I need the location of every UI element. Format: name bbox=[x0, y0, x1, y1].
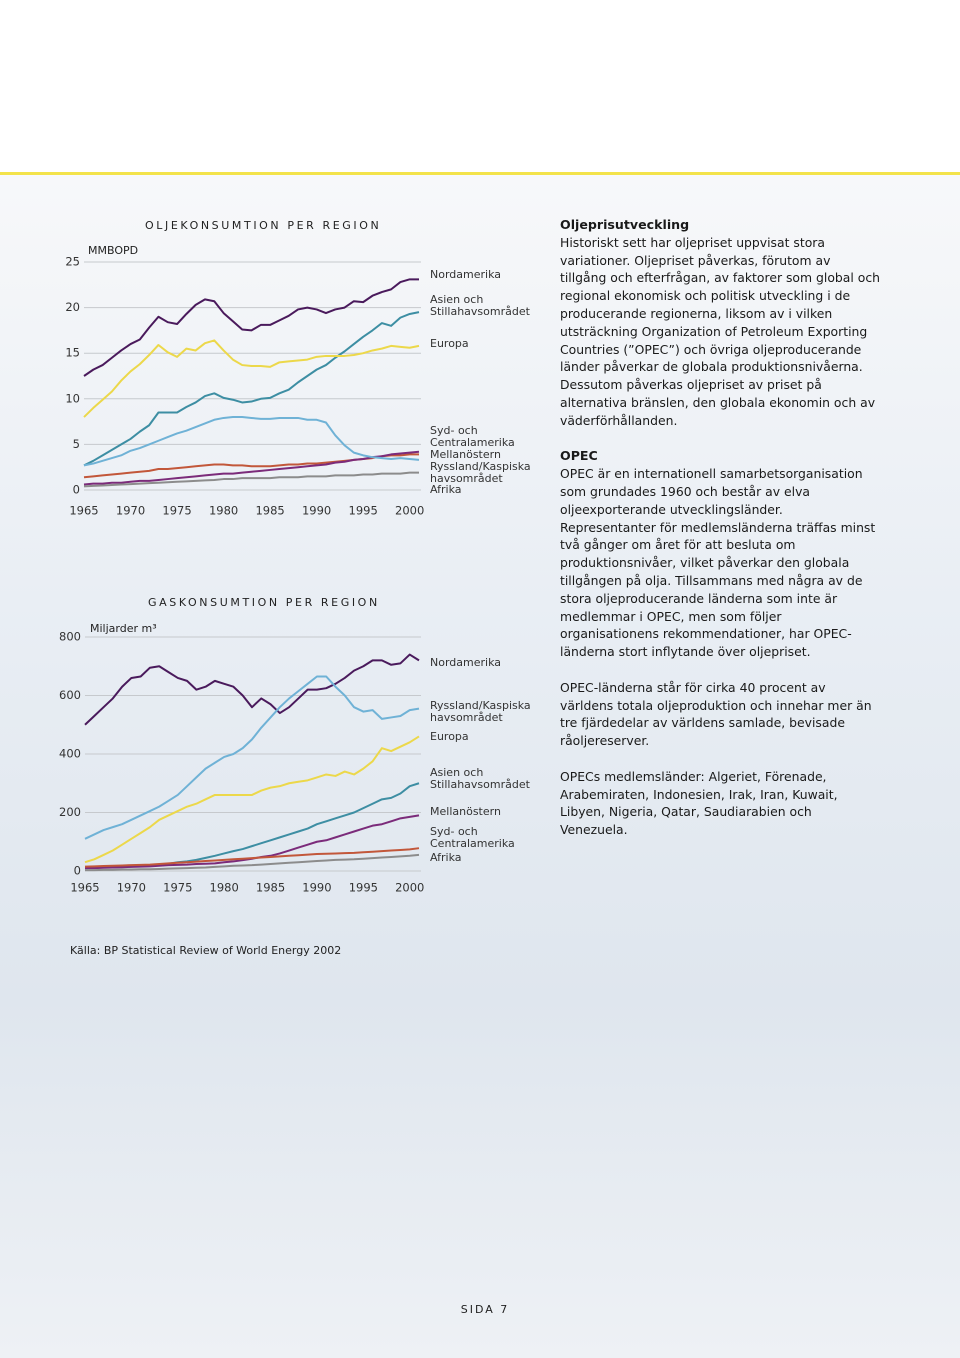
series-line bbox=[83, 471, 419, 488]
section: Oljeprisutveckling Historiskt sett har o… bbox=[560, 216, 880, 430]
x-tick-label: 1990 bbox=[302, 881, 331, 895]
legend-label: Nordamerika bbox=[430, 656, 501, 669]
x-tick-label: 1970 bbox=[117, 881, 146, 895]
series-line bbox=[85, 814, 420, 870]
y-tick-label: 800 bbox=[59, 630, 81, 644]
paragraph: OPEC-länderna står för cirka 40 procent … bbox=[560, 679, 872, 749]
x-tick-label: 1985 bbox=[256, 881, 285, 895]
series-line bbox=[84, 782, 420, 870]
x-tick-label: 2000 bbox=[395, 504, 424, 518]
y-tick-label: 5 bbox=[73, 437, 80, 451]
y-tick-label: 0 bbox=[74, 864, 81, 878]
x-tick-label: 1995 bbox=[349, 881, 378, 895]
series-line bbox=[83, 278, 419, 377]
legend-label: Europa bbox=[430, 730, 469, 743]
source: Källa: BP Statistical Review of World En… bbox=[70, 944, 342, 957]
legend-label: Asien och Stillahavsområdet bbox=[430, 293, 530, 318]
legend-label: Ryssland/Kaspiska havsområdet bbox=[430, 460, 531, 485]
axis-unit: Miljarder m³ bbox=[90, 622, 157, 635]
series-line bbox=[83, 416, 420, 467]
series-line bbox=[83, 339, 420, 418]
x-tick-label: 1975 bbox=[163, 881, 192, 895]
sidebar: Oljeprisutveckling Historiskt sett har o… bbox=[560, 216, 880, 857]
x-tick-label: 1965 bbox=[70, 881, 99, 895]
y-tick-label: 200 bbox=[59, 805, 81, 819]
x-tick-label: 1980 bbox=[210, 881, 239, 895]
x-tick-label: 1985 bbox=[255, 504, 284, 518]
legend-label: Afrika bbox=[430, 483, 462, 496]
x-tick-label: 1975 bbox=[162, 504, 191, 518]
accent-band bbox=[0, 172, 960, 175]
paragraph: Historiskt sett har oljepriset uppvisat … bbox=[560, 234, 880, 428]
x-tick-label: 1970 bbox=[116, 504, 145, 518]
axis-unit: MMBOPD bbox=[88, 244, 138, 257]
legend-label: Mellanöstern bbox=[430, 448, 501, 461]
series-line bbox=[84, 675, 420, 840]
paragraph: OPECs medlemsländer: Algeriet, Förenade,… bbox=[560, 768, 838, 838]
y-tick-label: 400 bbox=[59, 747, 81, 761]
series-line bbox=[84, 847, 420, 868]
paragraph: OPEC är en internationell samarbetsorgan… bbox=[560, 466, 876, 660]
section: OPEC OPEC är en internationell samarbets… bbox=[560, 447, 880, 839]
section-heading: Oljeprisutveckling bbox=[560, 217, 690, 232]
x-tick-label: 1965 bbox=[69, 504, 98, 518]
y-tick-label: 0 bbox=[73, 483, 80, 497]
legend-label: Syd- och Centralamerika bbox=[430, 825, 515, 850]
y-tick-label: 600 bbox=[59, 688, 81, 702]
page-number: SIDA 7 bbox=[460, 1303, 510, 1316]
legend-label: Ryssland/Kaspiska havsområdet bbox=[430, 699, 531, 724]
legend-label: Syd- och Centralamerika bbox=[430, 424, 515, 449]
legend-label: Asien och Stillahavsområdet bbox=[430, 766, 530, 791]
series-line bbox=[83, 311, 420, 467]
y-tick-label: 15 bbox=[65, 346, 80, 360]
legend-label: Mellanöstern bbox=[430, 805, 501, 818]
charts: OLJEKONSUMTION PER REGION MMBOPD 0 5 10 15 20 2… bbox=[59, 219, 424, 895]
legend-label: Europa bbox=[430, 337, 469, 350]
y-tick-label: 20 bbox=[65, 300, 80, 314]
y-tick-label: 10 bbox=[65, 391, 80, 405]
legend-label: Afrika bbox=[430, 851, 462, 864]
series-line bbox=[84, 653, 420, 726]
y-tick-label: 25 bbox=[65, 255, 80, 269]
chart-title: OLJEKONSUMTION PER REGION bbox=[145, 219, 381, 232]
section-heading: OPEC bbox=[560, 448, 598, 464]
legend-label: Nordamerika bbox=[430, 268, 501, 281]
x-tick-label: 2000 bbox=[395, 881, 424, 895]
series-line bbox=[85, 853, 420, 872]
chart-title: GASKONSUMTION PER REGION bbox=[148, 596, 380, 609]
series-line bbox=[84, 735, 420, 864]
x-tick-label: 1995 bbox=[349, 504, 378, 518]
x-tick-label: 1990 bbox=[302, 504, 331, 518]
x-tick-label: 1980 bbox=[209, 504, 238, 518]
series-line bbox=[83, 450, 420, 486]
